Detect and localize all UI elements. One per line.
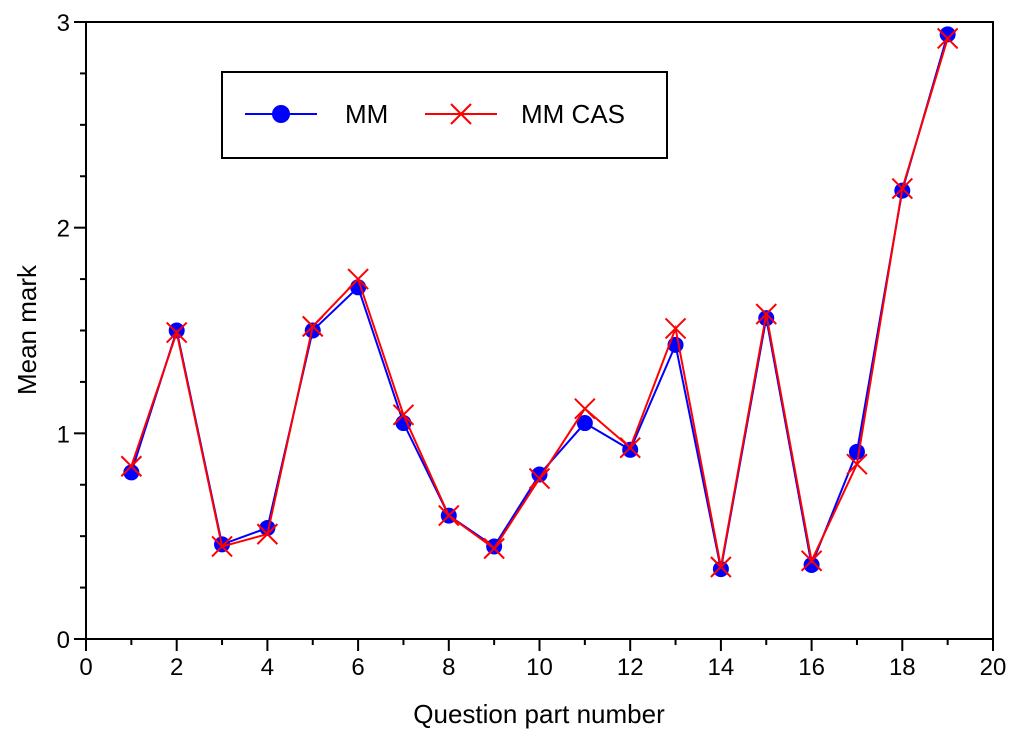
data-point [165,321,188,344]
data-point [531,466,548,483]
data-point [256,523,279,545]
x-tick-label: 4 [261,654,274,681]
data-point [710,556,732,578]
x-tick-label: 0 [79,654,92,681]
y-tick-label: 3 [57,10,70,37]
x-tick-label: 10 [526,654,553,681]
y-axis-title: Mean mark [12,264,42,395]
data-point [619,437,641,459]
legend-label-mm: MM [345,99,388,129]
series-mm-cas [120,27,959,578]
data-point [800,550,823,572]
data-point [846,453,868,475]
legend: MM MM CAS [221,71,668,159]
y-axis-ticks [74,21,86,640]
data-point [120,455,143,477]
legend-label-mm-cas: MM CAS [521,99,625,129]
data-point [528,467,551,490]
x-tick-label: 6 [351,654,364,681]
x-axis-title: Question part number [413,699,665,729]
data-point [622,441,639,458]
x-tick-label: 8 [442,654,455,681]
data-point [664,317,687,340]
x-axis-tick-labels: 0 2 4 6 8 10 12 14 16 18 20 [79,654,1006,681]
y-tick-label: 0 [57,627,70,654]
y-tick-label: 2 [57,216,70,243]
legend-marker-mm [272,105,290,123]
data-point [712,561,729,578]
data-point [392,404,415,426]
data-point [939,26,956,43]
data-point [483,537,505,560]
x-tick-label: 16 [798,654,825,681]
data-point [891,177,914,200]
data-point [803,556,820,573]
data-point [259,519,276,536]
x-axis-ticks [85,639,994,651]
series-layer [120,26,959,578]
data-point [848,443,865,460]
x-tick-label: 18 [889,654,916,681]
y-axis-tick-labels: 0 1 2 3 [57,10,70,654]
x-tick-label: 12 [617,654,644,681]
x-tick-label: 2 [170,654,183,681]
data-point [755,303,777,325]
data-point [211,535,233,558]
legend-marker-mm-cas [450,103,472,125]
data-point [302,315,324,338]
data-point [123,464,140,481]
data-point [574,397,596,420]
data-point [347,268,369,290]
data-point [438,504,460,527]
data-point [936,27,959,50]
data-point [576,415,593,432]
y-tick-label: 1 [57,421,70,448]
x-tick-label: 14 [708,654,735,681]
x-tick-label: 20 [980,654,1007,681]
